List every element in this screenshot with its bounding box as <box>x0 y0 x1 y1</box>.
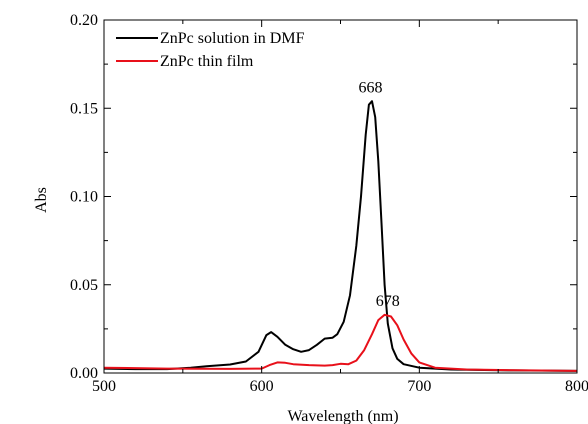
y-tick-label: 0.15 <box>70 100 98 117</box>
y-tick-label: 0.20 <box>70 12 98 29</box>
legend: ZnPc solution in DMF ZnPc thin film <box>116 30 305 70</box>
x-tick-label: 800 <box>565 378 588 395</box>
series-line-solution <box>103 100 578 372</box>
plot-frame <box>103 19 578 374</box>
x-axis-title: Wavelength (nm) <box>287 408 398 424</box>
y-tick-label: 0.05 <box>70 277 98 294</box>
peak-label: 668 <box>358 79 382 96</box>
peak-label: 678 <box>376 293 400 310</box>
x-tick-label: 600 <box>250 378 274 395</box>
y-tick-label: 0.00 <box>70 365 98 382</box>
y-axis-title: Abs <box>33 187 50 213</box>
x-tick-label: 500 <box>92 378 116 395</box>
legend-label-solution: ZnPc solution in DMF <box>160 30 305 47</box>
y-tick-label: 0.10 <box>70 189 98 206</box>
series-line-film <box>103 313 578 372</box>
legend-label-film: ZnPc thin film <box>160 53 254 70</box>
x-tick-label: 700 <box>407 378 431 395</box>
